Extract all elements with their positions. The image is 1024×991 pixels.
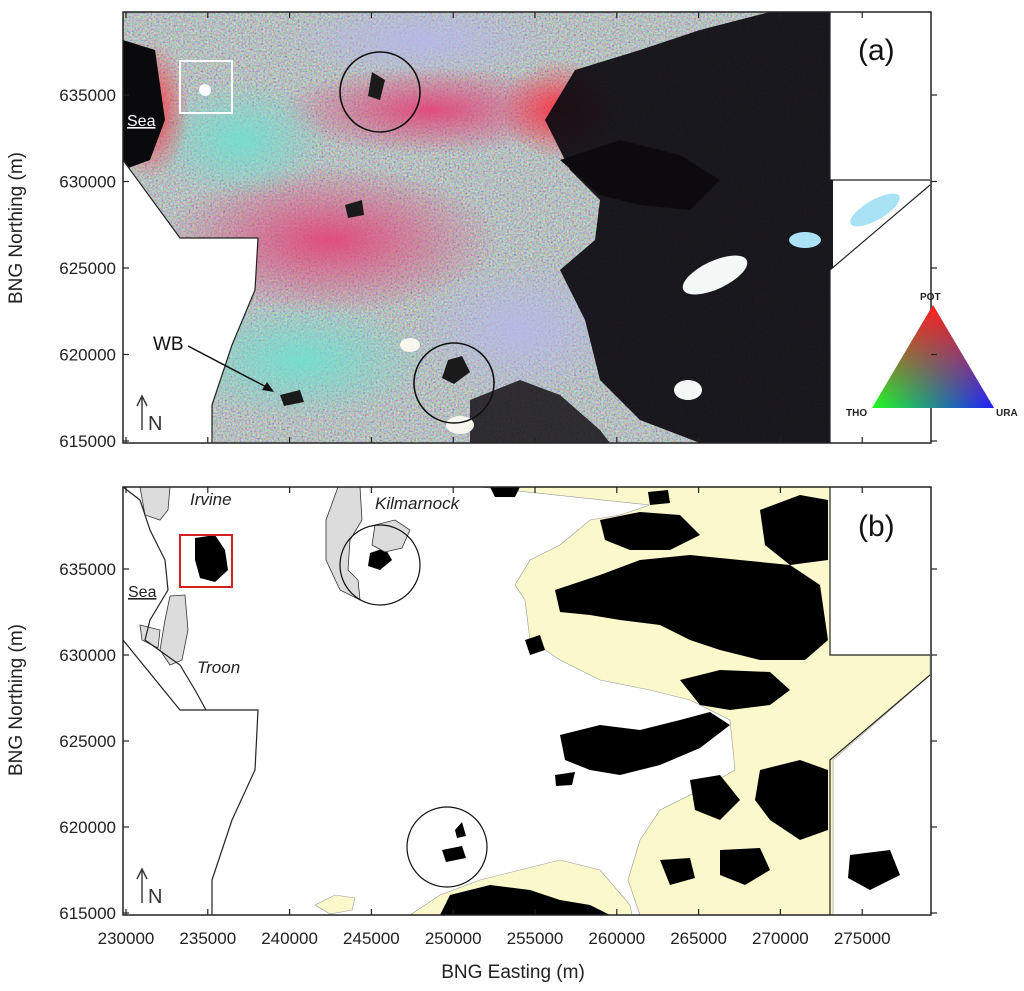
town-label-irvine: Irvine <box>190 490 232 509</box>
x-tick-label: 250000 <box>425 929 482 948</box>
y-tick-label-a: 615000 <box>59 432 116 451</box>
circle-north-a <box>339 51 421 133</box>
x-tick-label: 265000 <box>670 929 727 948</box>
circle-north-b <box>339 524 421 606</box>
coastline-b <box>122 639 259 915</box>
highlight-box-b <box>179 534 233 588</box>
north-arrow-a: N <box>136 394 162 435</box>
ternary-legend: POT THO URA <box>846 292 1018 419</box>
highlight-box-a <box>179 60 233 114</box>
x-tick-label: 270000 <box>752 929 809 948</box>
x-tick-label: 240000 <box>261 929 318 948</box>
sea-label-b: Sea <box>128 584 157 601</box>
panel-b: Irvine Kilmarnock Troon Sea (b) N <box>122 486 932 916</box>
panel-a: Sea (a) WB N POT THO URA <box>122 11 1018 444</box>
radiometric-image <box>123 12 900 443</box>
panel-label-b: (b) <box>858 510 895 543</box>
x-tick-label: 275000 <box>834 929 891 948</box>
axes: 615000 620000 625000 630000 635000 615000 6200… <box>59 12 937 948</box>
circle-south-a <box>413 342 495 424</box>
north-label-b: N <box>148 886 162 908</box>
panel-b-frame <box>122 486 932 916</box>
wb-arrow <box>187 345 273 391</box>
survey-boundary-b <box>829 487 931 915</box>
x-tick-label: 260000 <box>588 929 645 948</box>
sea-label-a: Sea <box>127 113 156 130</box>
y-tick-label-a: 635000 <box>59 86 116 105</box>
circle-south-b <box>406 806 488 888</box>
ternary-label-ura: URA <box>996 408 1018 419</box>
north-label-a: N <box>148 413 162 435</box>
x-axis-title: BNG Easting (m) <box>441 962 585 983</box>
y-tick-label-b: 625000 <box>59 732 116 751</box>
y-axis-title-a: BNG Northing (m) <box>6 152 27 304</box>
ternary-label-pot: POT <box>920 292 941 303</box>
y-axis-title-b: BNG Northing (m) <box>6 624 27 776</box>
x-tick-label: 245000 <box>343 929 400 948</box>
y-tick-label-b: 620000 <box>59 818 116 837</box>
panel-label-a: (a) <box>858 34 895 67</box>
y-tick-label-b: 635000 <box>59 560 116 579</box>
x-tick-label: 230000 <box>98 929 155 948</box>
ternary-label-tho: THO <box>846 408 867 419</box>
north-arrow-b: N <box>136 867 162 908</box>
x-tick-label: 255000 <box>507 929 564 948</box>
x-tick-label: 235000 <box>179 929 236 948</box>
coastline-a <box>122 159 259 443</box>
wb-arrow-head <box>262 382 274 392</box>
town-label-kilmarnock: Kilmarnock <box>375 494 461 513</box>
geology-map <box>139 487 930 915</box>
town-label-troon: Troon <box>197 658 240 677</box>
y-tick-label-a: 630000 <box>59 173 116 192</box>
y-tick-label-a: 620000 <box>59 346 116 365</box>
y-tick-label-b: 630000 <box>59 646 116 665</box>
panel-a-frame <box>122 11 932 444</box>
wb-label: WB <box>153 334 184 355</box>
y-tick-label-a: 625000 <box>59 259 116 278</box>
survey-boundary-a <box>829 12 931 443</box>
y-tick-label-b: 615000 <box>59 904 116 923</box>
